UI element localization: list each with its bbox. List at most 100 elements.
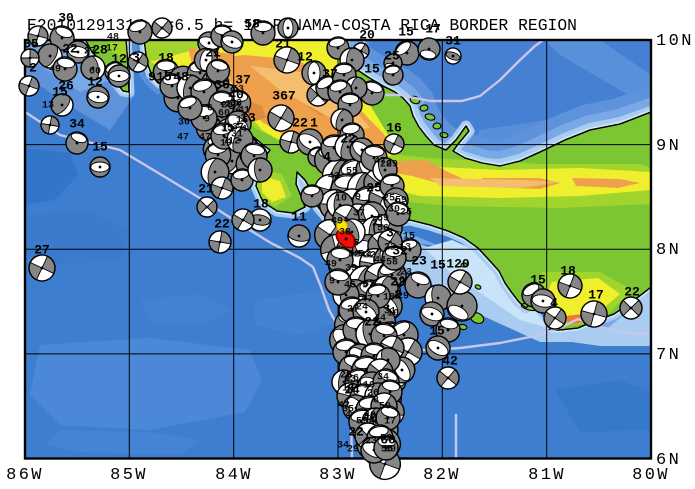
svg-text:39: 39 (345, 264, 357, 275)
svg-text:25: 25 (400, 208, 412, 219)
svg-text:13: 13 (399, 243, 411, 254)
svg-text:26: 26 (347, 374, 359, 385)
svg-text:8N: 8N (656, 241, 681, 260)
svg-text:12: 12 (297, 49, 313, 64)
svg-text:13: 13 (240, 110, 256, 125)
svg-text:29: 29 (397, 292, 409, 303)
svg-text:15: 15 (221, 124, 233, 135)
svg-text:21: 21 (372, 219, 384, 230)
svg-text:16: 16 (386, 120, 402, 135)
svg-text:15: 15 (364, 61, 380, 76)
svg-text:21: 21 (205, 45, 221, 60)
svg-text:14: 14 (344, 382, 360, 397)
svg-text:5: 5 (358, 250, 364, 261)
svg-text:23: 23 (411, 253, 427, 268)
svg-text:18: 18 (158, 50, 174, 65)
svg-text:17: 17 (588, 287, 604, 302)
svg-text:22: 22 (364, 314, 380, 329)
svg-text:22: 22 (390, 274, 406, 289)
svg-text:34: 34 (337, 441, 349, 452)
svg-text:21: 21 (198, 181, 214, 196)
svg-text:9: 9 (204, 115, 210, 126)
svg-text:49: 49 (331, 217, 343, 228)
svg-text:6N: 6N (656, 451, 681, 470)
svg-text:13: 13 (222, 125, 234, 136)
svg-text:45: 45 (344, 281, 356, 292)
svg-text:30: 30 (388, 205, 400, 216)
svg-text:4: 4 (550, 295, 558, 310)
svg-text:42: 42 (338, 401, 350, 412)
svg-text:36: 36 (214, 77, 230, 92)
svg-text:17: 17 (106, 44, 118, 55)
svg-text:44: 44 (374, 256, 386, 267)
svg-text:27: 27 (84, 47, 96, 58)
svg-text:12: 12 (111, 51, 127, 66)
svg-text:2: 2 (396, 269, 402, 280)
svg-text:53: 53 (232, 85, 244, 96)
svg-text:40: 40 (228, 87, 244, 102)
svg-text:86W: 86W (6, 466, 44, 485)
svg-text:60: 60 (380, 432, 396, 447)
svg-text:34: 34 (363, 417, 375, 428)
svg-text:37: 37 (353, 209, 365, 220)
svg-text:80W: 80W (632, 466, 670, 485)
svg-text:22: 22 (348, 424, 364, 439)
svg-text:42: 42 (442, 353, 458, 368)
svg-text:47: 47 (361, 295, 373, 306)
svg-text:59: 59 (395, 196, 407, 207)
svg-text:18: 18 (560, 263, 576, 278)
svg-text:15: 15 (403, 232, 415, 243)
svg-text:10: 10 (363, 381, 375, 392)
svg-text:25: 25 (383, 194, 395, 205)
svg-text:56: 56 (377, 224, 389, 235)
svg-text:47: 47 (199, 133, 211, 144)
svg-text:15: 15 (398, 24, 414, 39)
svg-text:18: 18 (383, 293, 395, 304)
svg-text:35: 35 (23, 36, 39, 51)
svg-text:50: 50 (379, 402, 391, 413)
svg-text:4: 4 (345, 411, 351, 422)
svg-text:3: 3 (386, 225, 394, 240)
svg-text:58: 58 (386, 258, 398, 269)
svg-text:4: 4 (323, 149, 331, 164)
svg-text:9: 9 (230, 87, 236, 98)
svg-text:20: 20 (359, 27, 375, 42)
svg-text:26: 26 (58, 78, 74, 93)
svg-text:55: 55 (381, 445, 393, 456)
svg-text:22: 22 (292, 115, 308, 130)
svg-text:55: 55 (346, 167, 358, 178)
svg-text:25: 25 (384, 48, 400, 63)
svg-text:27: 27 (225, 100, 237, 111)
svg-text:82W: 82W (423, 466, 461, 485)
svg-text:7N: 7N (656, 346, 681, 365)
svg-text:44: 44 (374, 314, 386, 325)
svg-text:38: 38 (339, 228, 351, 239)
svg-text:30: 30 (384, 445, 396, 456)
svg-text:29: 29 (347, 445, 359, 456)
svg-text:1: 1 (310, 115, 318, 130)
svg-text:60: 60 (89, 67, 101, 78)
svg-text:25: 25 (340, 371, 352, 382)
svg-text:47: 47 (177, 133, 189, 144)
svg-text:59: 59 (356, 417, 368, 428)
svg-text:85W: 85W (110, 466, 148, 485)
svg-text:44: 44 (360, 251, 372, 262)
svg-text:37: 37 (322, 66, 338, 81)
svg-text:8: 8 (373, 396, 379, 407)
svg-text:9N: 9N (656, 137, 681, 156)
svg-text:28: 28 (221, 101, 233, 112)
svg-text:34: 34 (377, 373, 389, 384)
svg-text:35: 35 (342, 405, 354, 416)
svg-text:15: 15 (430, 257, 446, 272)
svg-text:30: 30 (58, 10, 74, 25)
svg-text:52: 52 (380, 434, 392, 445)
svg-text:31: 31 (231, 130, 243, 141)
svg-text:19: 19 (220, 139, 232, 150)
svg-text:15: 15 (92, 139, 108, 154)
svg-text:5: 5 (362, 281, 368, 292)
svg-text:17: 17 (342, 384, 354, 395)
svg-text:32: 32 (392, 243, 408, 258)
svg-text:20: 20 (380, 160, 392, 171)
svg-text:10: 10 (335, 194, 347, 205)
svg-text:23: 23 (400, 268, 412, 279)
